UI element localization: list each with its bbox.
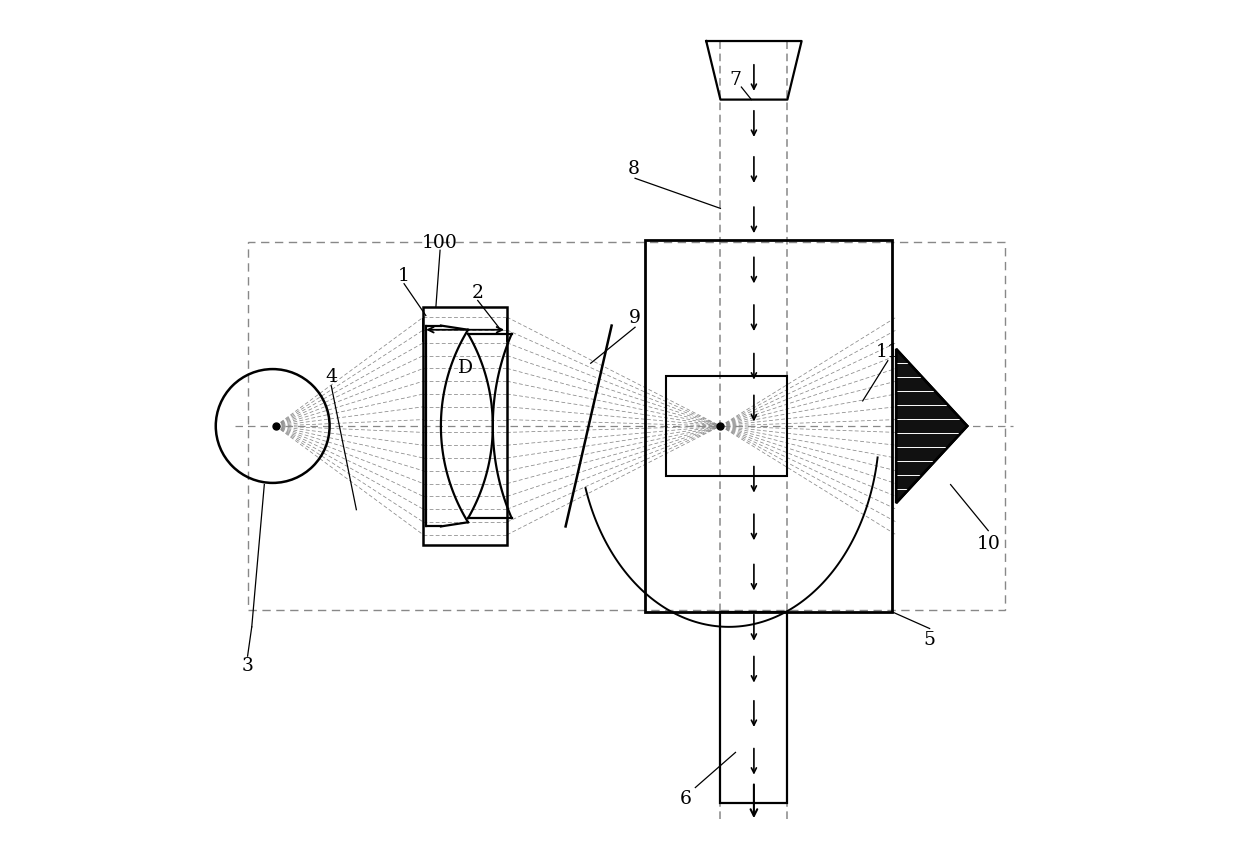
Text: 4: 4	[325, 368, 337, 386]
Text: 9: 9	[629, 309, 641, 327]
Text: D: D	[458, 359, 472, 377]
Bar	[645, 241, 892, 612]
Bar	[666, 376, 787, 477]
Text: 7: 7	[729, 71, 742, 89]
Bar	[248, 242, 1004, 611]
Bar	[423, 308, 507, 545]
Polygon shape	[897, 350, 967, 503]
Text: 5: 5	[924, 630, 936, 648]
Bar	[720, 612, 787, 803]
Text: 3: 3	[242, 656, 253, 674]
Text: 2: 2	[471, 284, 484, 302]
Text: 8: 8	[627, 160, 640, 178]
Text: 1: 1	[398, 267, 410, 285]
Text: 11: 11	[875, 342, 900, 360]
Text: 6: 6	[680, 790, 691, 808]
Text: 10: 10	[976, 535, 1001, 553]
Text: 100: 100	[422, 234, 458, 252]
